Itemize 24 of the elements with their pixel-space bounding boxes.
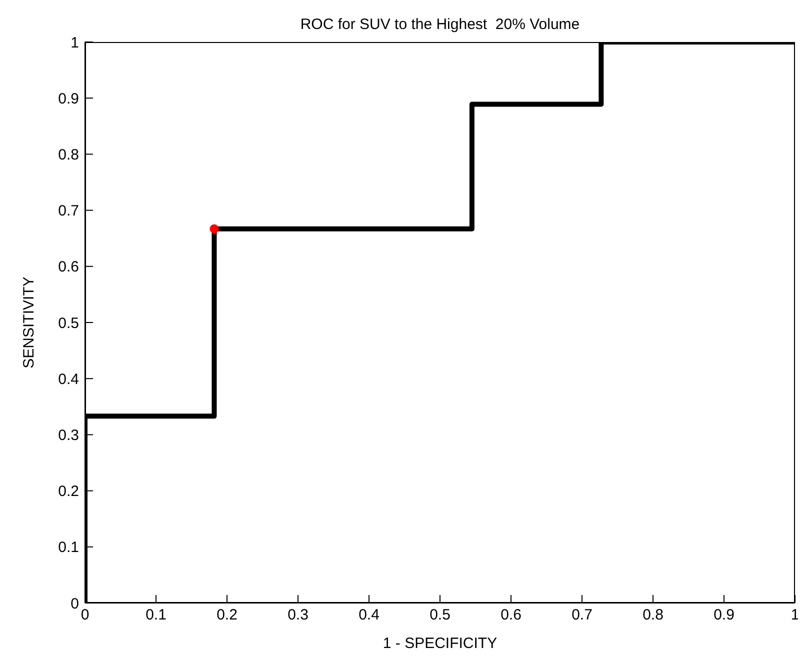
y-tick-label: 0.5 bbox=[58, 314, 79, 332]
x-tick-label: 0.2 bbox=[216, 606, 238, 624]
x-tick-label: 0.5 bbox=[430, 606, 450, 624]
y-tick-label: 0.8 bbox=[58, 146, 79, 164]
y-tick-label: 0.4 bbox=[58, 370, 79, 388]
x-tick-label: 0.7 bbox=[572, 606, 592, 624]
x-tick-label: 0.6 bbox=[500, 606, 522, 624]
x-tick-label: 0.8 bbox=[642, 606, 664, 624]
x-tick-label: 0.3 bbox=[288, 606, 308, 624]
x-tick-label: 0.4 bbox=[358, 606, 380, 624]
y-axis-title: SENSITIVITY bbox=[20, 276, 38, 368]
chart-title: ROC for SUV to the Highest 20% Volume bbox=[299, 16, 581, 33]
y-tick-label: 0.9 bbox=[58, 90, 79, 108]
y-tick-label: 0.1 bbox=[58, 539, 79, 556]
y-tick-label: 1 bbox=[70, 34, 79, 52]
y-tick-label: 0.2 bbox=[58, 483, 79, 500]
x-tick-label: 1 bbox=[790, 606, 800, 624]
x-tick-label: 0.9 bbox=[714, 606, 734, 624]
x-tick-label: 0.1 bbox=[146, 606, 166, 624]
y-tick-label: 0.6 bbox=[58, 258, 79, 276]
y-tick-label: 0 bbox=[70, 595, 79, 612]
y-tick-label: 0.7 bbox=[58, 202, 79, 220]
x-axis-title: 1 - SPECIFICITY bbox=[382, 635, 498, 652]
y-tick-label: 0.3 bbox=[58, 427, 79, 444]
